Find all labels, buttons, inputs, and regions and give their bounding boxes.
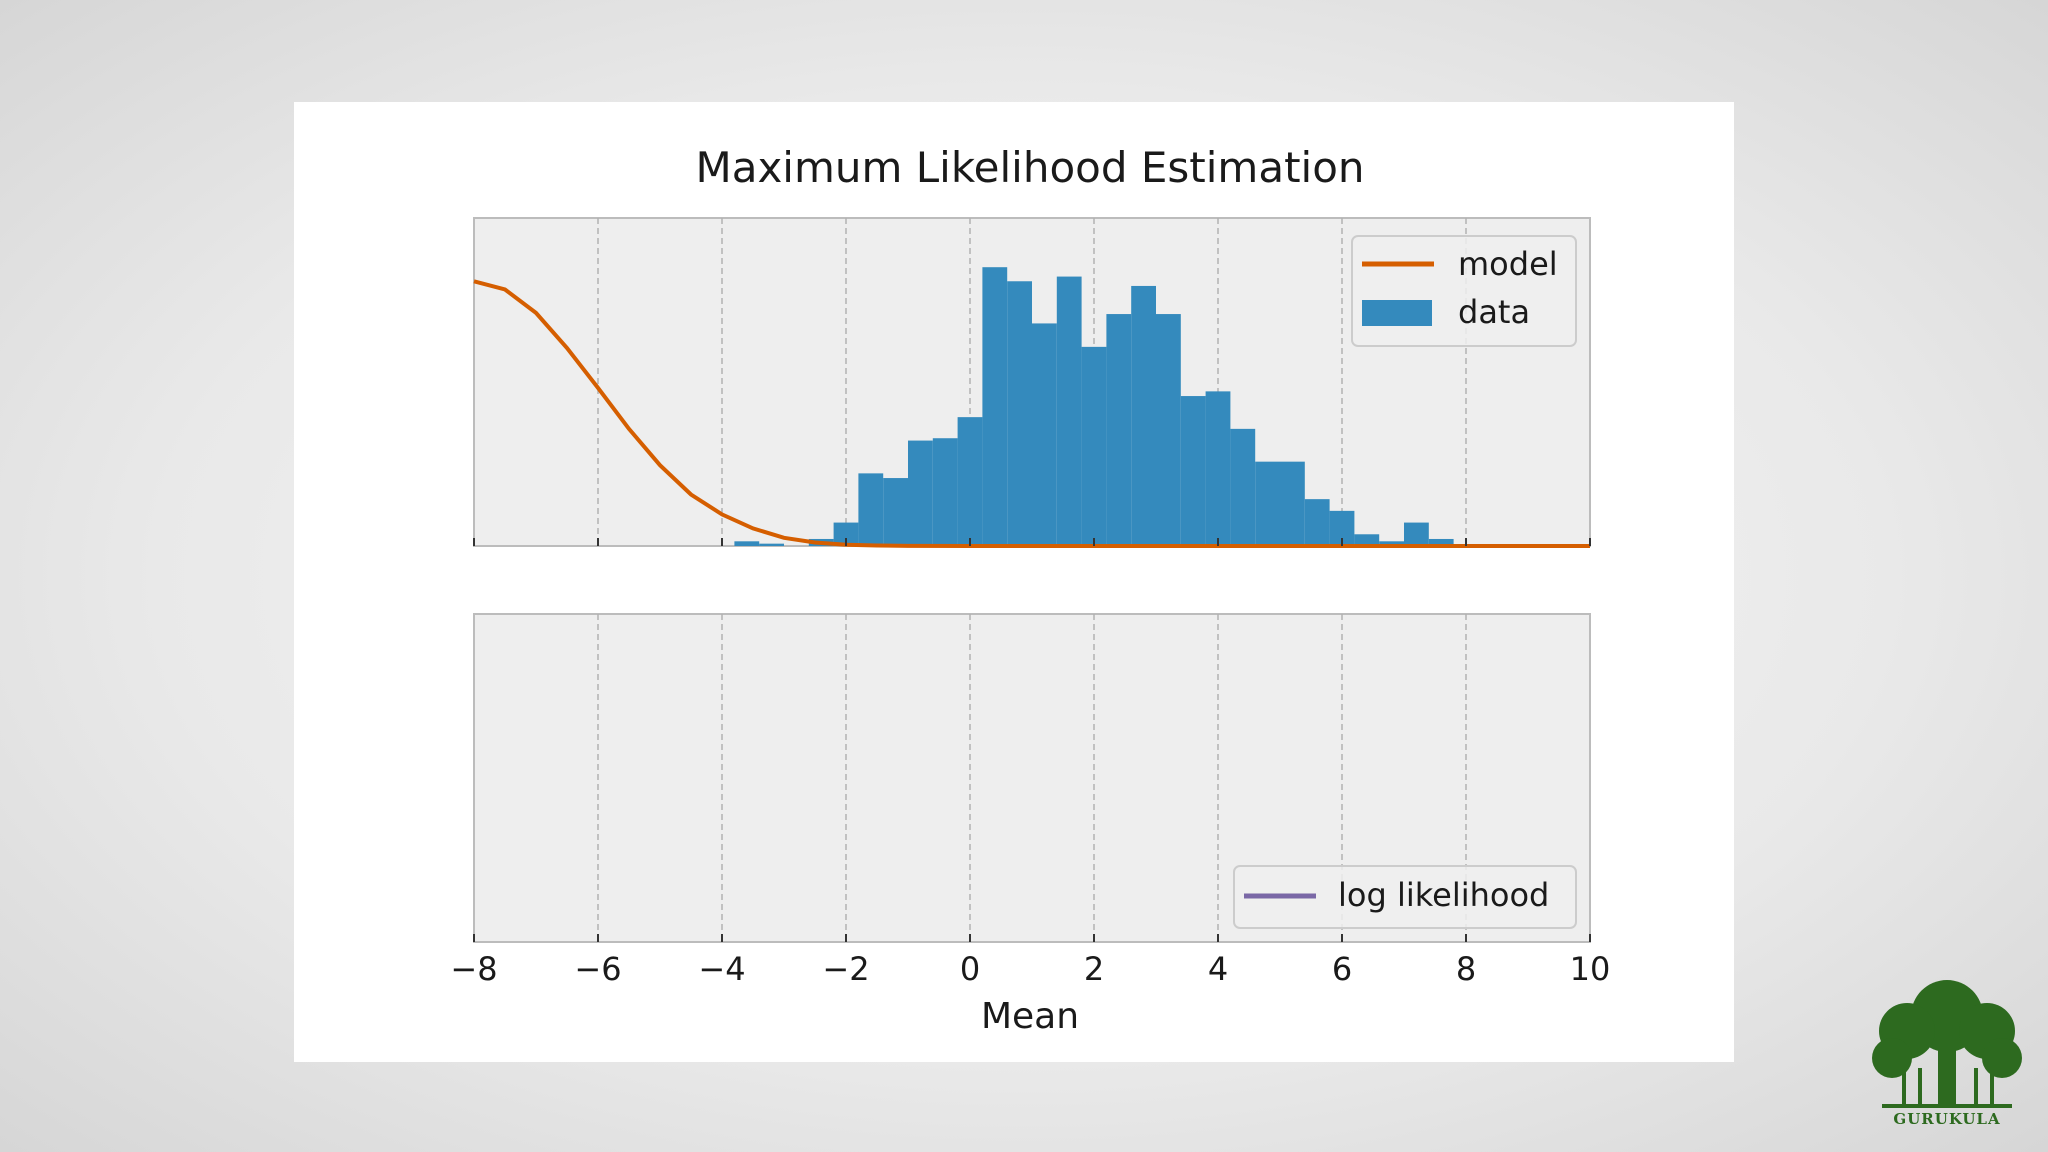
x-tick-label: 2 (1084, 950, 1104, 988)
tree-icon (1872, 980, 2022, 1108)
data-bar (1304, 499, 1330, 546)
data-bar (1255, 461, 1280, 546)
chart: Maximum Likelihood Estimation model data (450, 143, 1610, 1037)
x-axis-label: Mean (981, 996, 1079, 1037)
x-tick-label: −4 (698, 950, 745, 988)
data-bar (883, 478, 908, 546)
legend-data-swatch (1362, 300, 1432, 326)
gurukula-logo: GURUKULA (1872, 980, 2022, 1128)
data-bar (932, 438, 958, 546)
data-bar (1280, 461, 1305, 546)
data-bar (833, 522, 859, 546)
data-histogram (734, 267, 1454, 546)
x-tick-label: 8 (1456, 950, 1476, 988)
data-bar (1131, 285, 1156, 546)
x-tick-label: 6 (1332, 950, 1352, 988)
data-bar (1081, 346, 1107, 546)
data-bar (957, 417, 983, 546)
legend-data-label: data (1458, 293, 1530, 331)
data-bar (759, 543, 784, 546)
model-line (473, 279, 1590, 548)
data-bar (908, 440, 933, 546)
data-bar (1404, 522, 1429, 546)
legend-model-label: model (1458, 245, 1558, 283)
data-bar (858, 473, 884, 546)
logo-text: GURUKULA (1893, 1110, 2000, 1128)
bottom-panel-ticks (473, 934, 1591, 942)
data-bar (734, 541, 760, 546)
data-bar (982, 267, 1008, 546)
x-tick-label: 10 (1570, 950, 1611, 988)
data-bar (1032, 323, 1057, 546)
bottom-panel-grid (597, 614, 1467, 942)
bottom-legend-box (1233, 865, 1577, 929)
data-bar (1379, 541, 1404, 546)
x-tick-label: −6 (574, 950, 621, 988)
legend-log-likelihood-label: log likelihood (1338, 876, 1549, 914)
data-bar (1180, 396, 1206, 546)
data-bar (1354, 534, 1380, 546)
data-bar (1205, 391, 1231, 546)
top-legend: model data (1351, 235, 1577, 347)
top-panel-ticks (473, 538, 1591, 546)
data-bar (1056, 276, 1082, 546)
data-bar (1428, 538, 1454, 546)
data-bar (1106, 314, 1132, 546)
data-bar (1230, 428, 1256, 546)
x-tick-label: 4 (1208, 950, 1228, 988)
bottom-legend: log likelihood (1233, 865, 1577, 929)
x-axis-tick-labels: −8 −6 −4 −2 0 2 4 6 8 10 (450, 950, 1610, 988)
x-tick-label: 0 (960, 950, 980, 988)
data-bar (1007, 281, 1032, 546)
slide-card: Maximum Likelihood Estimation model data (294, 102, 1734, 1062)
x-tick-label: −2 (822, 950, 869, 988)
top-panel: model data (473, 217, 1591, 548)
x-tick-label: −8 (450, 950, 497, 988)
bottom-panel: log likelihood (473, 613, 1591, 943)
data-bar (1156, 314, 1181, 546)
chart-title: Maximum Likelihood Estimation (695, 143, 1364, 192)
